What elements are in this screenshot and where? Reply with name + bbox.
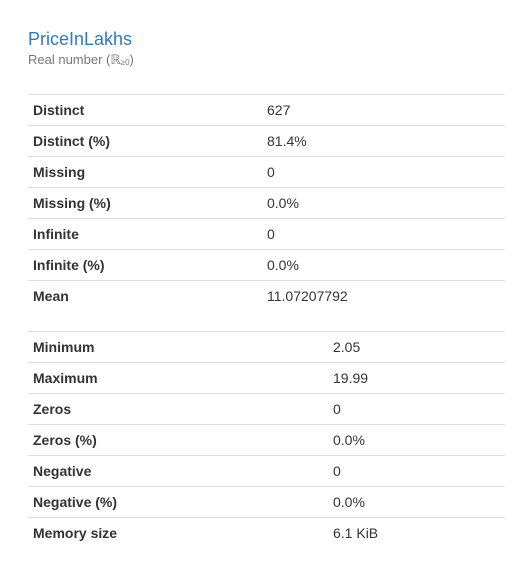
statistics-table-primary: Distinct 627 Distinct (%) 81.4% Missing … — [28, 94, 505, 311]
stat-label-infinite-pct: Infinite (%) — [28, 249, 262, 281]
stat-label-infinite: Infinite — [28, 218, 262, 250]
stat-value-infinite: 0 — [262, 218, 505, 250]
stat-value-negative-pct: 0.0% — [328, 486, 505, 518]
stat-value-distinct: 627 — [262, 94, 505, 126]
table-row: Memory size 6.1 KiB — [28, 517, 505, 548]
table-row: Negative 0 — [28, 455, 505, 487]
stat-label-memory-size: Memory size — [28, 517, 328, 548]
stat-label-negative: Negative — [28, 455, 328, 487]
table-row: Infinite 0 — [28, 218, 505, 250]
real-number-symbol: ℝ — [110, 52, 121, 67]
stat-value-maximum: 19.99 — [328, 362, 505, 394]
stat-label-mean: Mean — [28, 280, 262, 311]
statistics-table-secondary: Minimum 2.05 Maximum 19.99 Zeros 0 Zeros… — [28, 331, 505, 548]
table-row: Infinite (%) 0.0% — [28, 249, 505, 281]
table-row: Missing 0 — [28, 156, 505, 188]
table-row: Distinct 627 — [28, 94, 505, 126]
table-row: Mean 11.07207792 — [28, 280, 505, 311]
variable-type-text: Real number ( — [28, 52, 111, 67]
stat-label-missing: Missing — [28, 156, 262, 188]
stat-value-negative: 0 — [328, 455, 505, 487]
table-row: Zeros 0 — [28, 393, 505, 425]
table-row: Negative (%) 0.0% — [28, 486, 505, 518]
stat-value-distinct-pct: 81.4% — [262, 125, 505, 157]
stat-label-zeros: Zeros — [28, 393, 328, 425]
variable-name[interactable]: PriceInLakhs — [28, 29, 133, 49]
stat-label-distinct: Distinct — [28, 94, 262, 126]
stat-value-minimum: 2.05 — [328, 331, 505, 363]
table-row: Distinct (%) 81.4% — [28, 125, 505, 157]
table-row: Maximum 19.99 — [28, 362, 505, 394]
stat-label-missing-pct: Missing (%) — [28, 187, 262, 219]
stat-label-minimum: Minimum — [28, 331, 328, 363]
variable-type-close: ) — [129, 52, 134, 67]
stat-value-missing-pct: 0.0% — [262, 187, 505, 219]
stat-value-infinite-pct: 0.0% — [262, 249, 505, 281]
table-row: Minimum 2.05 — [28, 331, 505, 363]
stat-value-missing: 0 — [262, 156, 505, 188]
real-number-subscript: ≥0 — [120, 58, 130, 67]
variable-type: Real number (ℝ≥0) — [28, 51, 134, 72]
table-row: Zeros (%) 0.0% — [28, 424, 505, 456]
variable-header: PriceInLakhs Real number (ℝ≥0) — [28, 28, 134, 72]
stat-value-mean: 11.07207792 — [262, 280, 505, 311]
stat-label-distinct-pct: Distinct (%) — [28, 125, 262, 157]
stat-value-zeros: 0 — [328, 393, 505, 425]
stat-value-zeros-pct: 0.0% — [328, 424, 505, 456]
table-row: Missing (%) 0.0% — [28, 187, 505, 219]
stat-label-zeros-pct: Zeros (%) — [28, 424, 328, 456]
stat-label-maximum: Maximum — [28, 362, 328, 394]
stat-value-memory-size: 6.1 KiB — [328, 517, 505, 548]
stat-label-negative-pct: Negative (%) — [28, 486, 328, 518]
